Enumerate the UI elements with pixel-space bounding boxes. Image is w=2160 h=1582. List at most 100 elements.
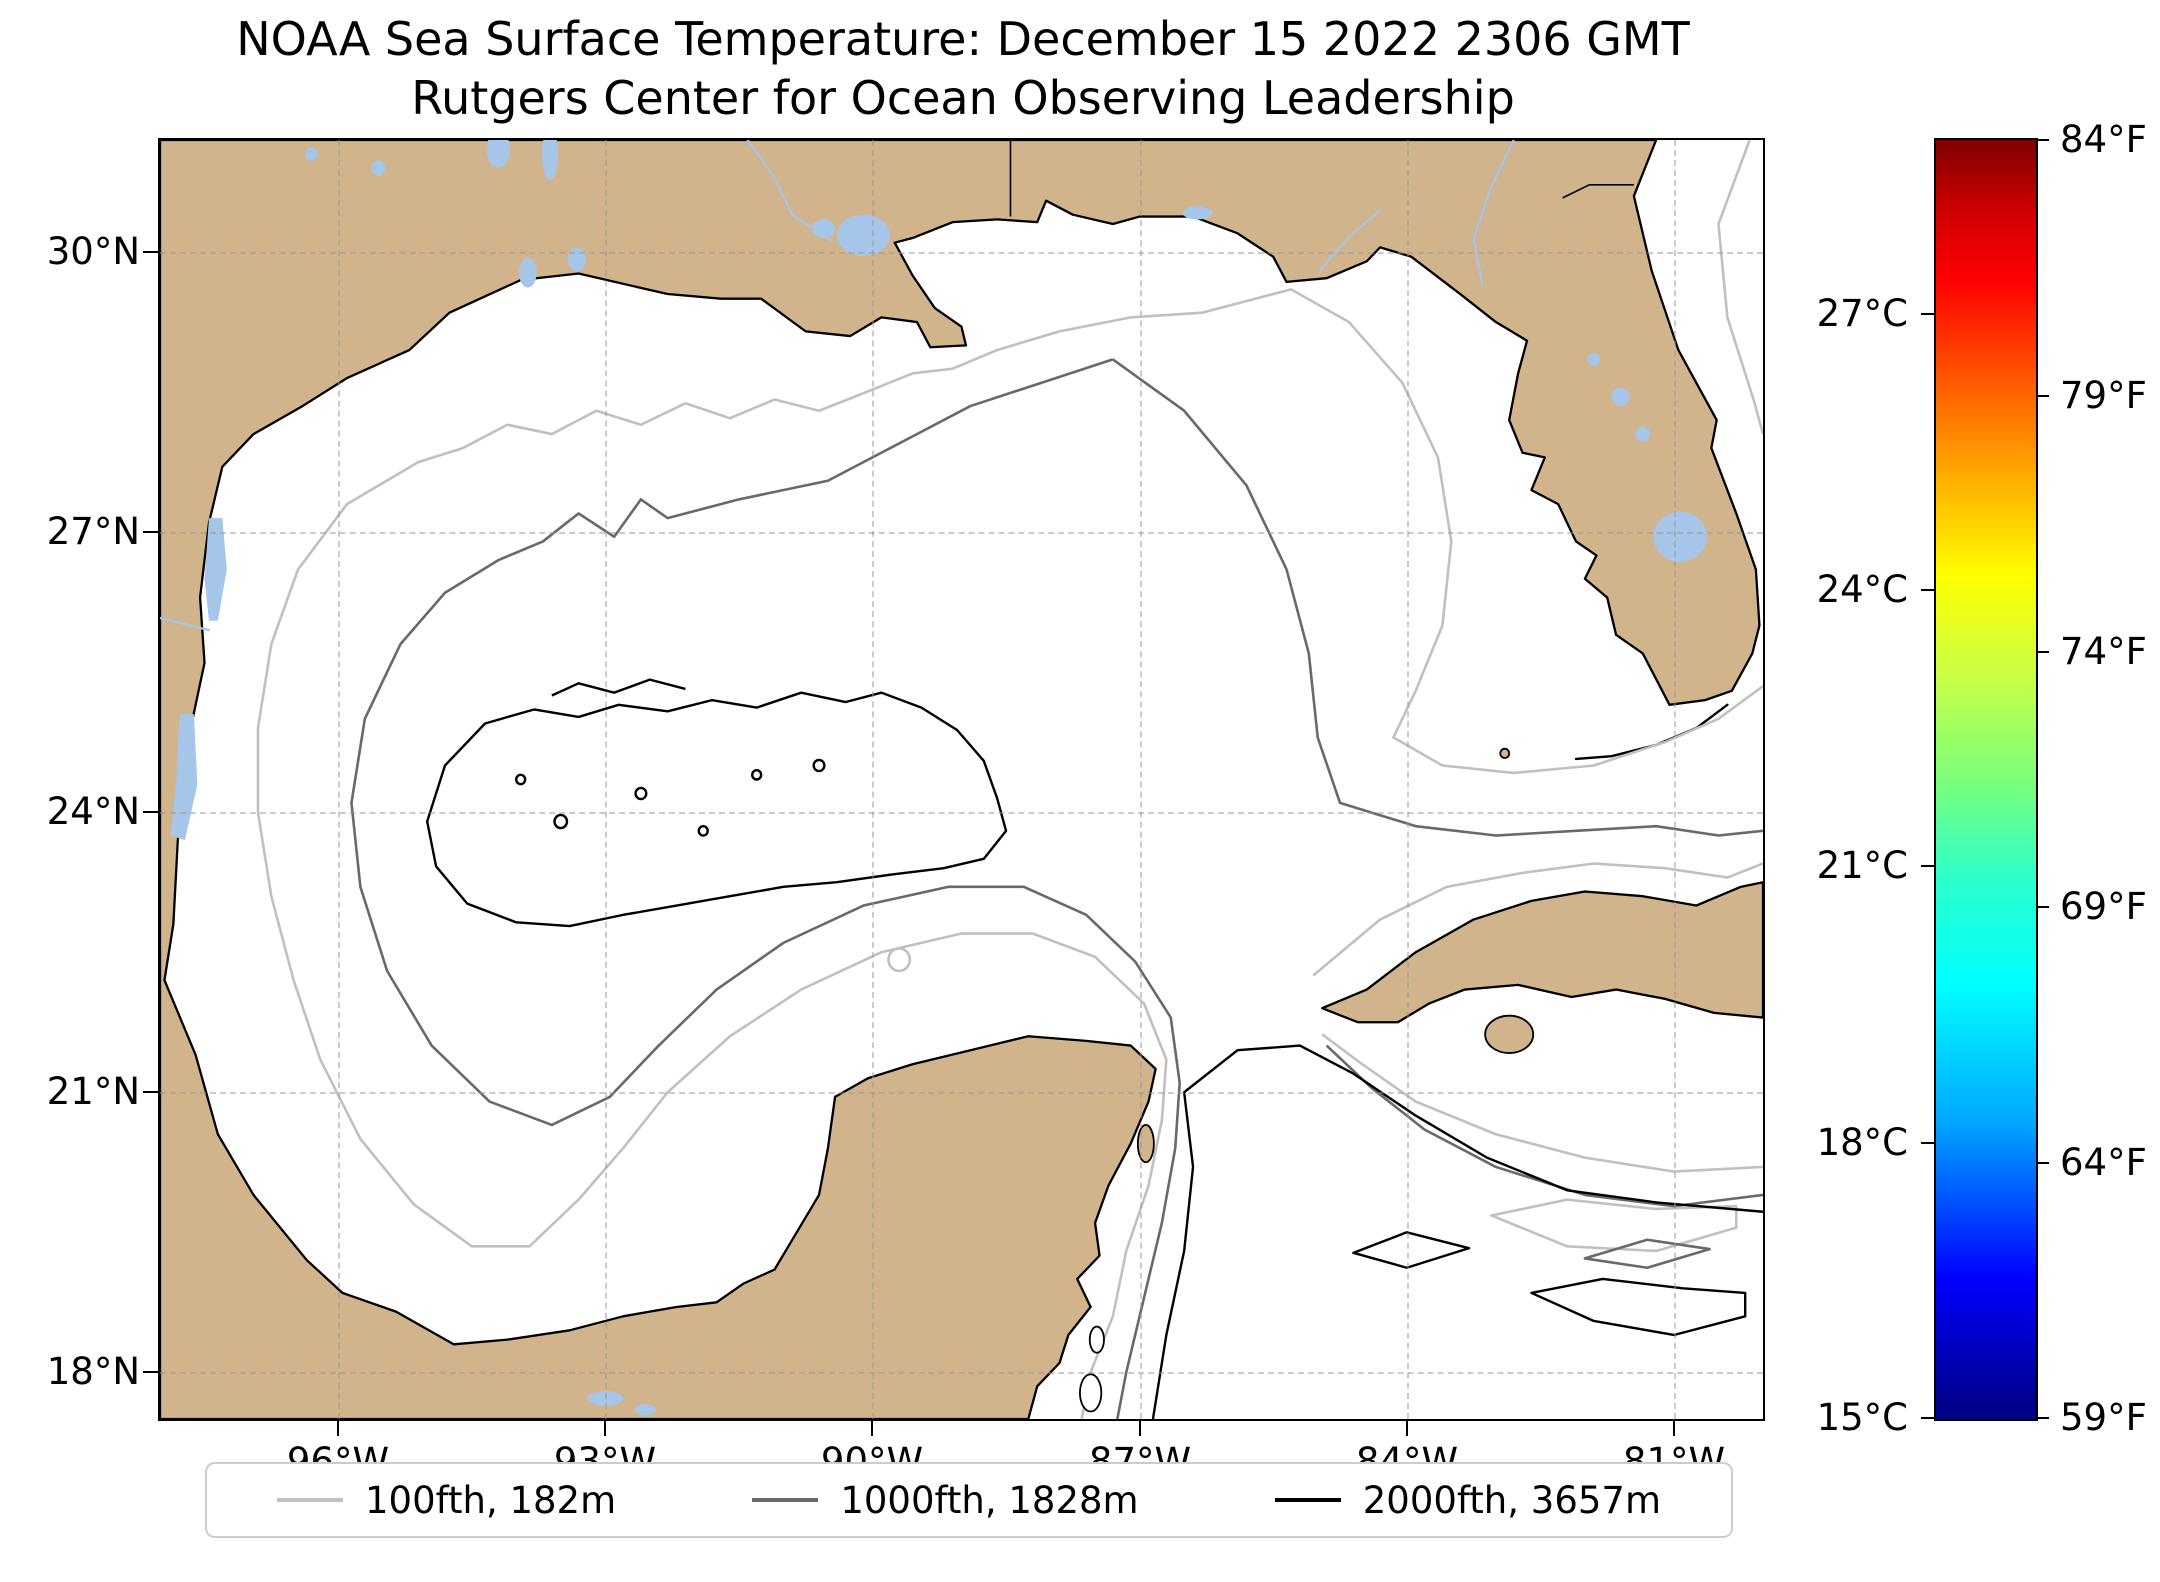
lake-okeechobee [1653, 511, 1707, 562]
contour-100fth-alacranes-reef [888, 948, 909, 970]
colorbar-celsius-tick [1921, 313, 1934, 315]
mexico-reservoir-2 [634, 1404, 657, 1416]
mississippi-river [748, 140, 833, 241]
legend-label-100fth: 100fth, 182m [365, 1478, 617, 1522]
cuba-coastline [1322, 882, 1763, 1022]
texas-lake-2 [305, 147, 318, 161]
lat-tick-18n [143, 1371, 158, 1373]
legend-line-sample-100fth [277, 1498, 343, 1502]
florida-lake-1 [1611, 387, 1630, 407]
lon-tick-96w [337, 1421, 339, 1436]
colorbar-fahrenheit-label: 79°F [2060, 374, 2147, 417]
contour-2000fth-layer [427, 680, 1763, 1419]
lat-tick-30n [143, 251, 158, 253]
gulf-of-mexico-map [160, 140, 1763, 1419]
lakes-layer [160, 140, 1707, 1416]
colorbar-celsius-label: 15°C [1816, 1396, 1908, 1439]
seafloor-knoll-4 [814, 760, 825, 771]
contour-100fth-cayman-ridge [1491, 1200, 1736, 1251]
colorbar-celsius-tick [1921, 589, 1934, 591]
florida-keys [1576, 705, 1727, 759]
suwannee-river [1474, 140, 1514, 285]
fl-ga-border [1563, 185, 1634, 198]
seafloor-knoll-1 [555, 815, 567, 828]
colorbar-fahrenheit-label: 64°F [2060, 1141, 2147, 1184]
lon-tick-87w [1139, 1421, 1141, 1436]
contour-2000fth-squiggle [552, 680, 686, 696]
contour-2000fth-sigsbee-loop [427, 693, 1006, 926]
mexico-reservoir-1 [587, 1390, 624, 1406]
sam-rayburn-reservoir [486, 140, 510, 169]
title-line-1: NOAA Sea Surface Temperature: December 1… [236, 12, 1690, 66]
choctawhatchee-lake [1182, 206, 1213, 220]
legend-label-1000fth: 1000fth, 1828m [840, 1478, 1139, 1522]
legend-label-2000fth: 2000fth, 3657m [1362, 1478, 1661, 1522]
colorbar-celsius-tick [1921, 1142, 1934, 1144]
contour-1000fth-east-gulf [1113, 359, 1763, 835]
apalachicola-river [1320, 210, 1381, 273]
colorbar-celsius-label: 21°C [1816, 844, 1908, 887]
title-line-2: Rutgers Center for Ocean Observing Leade… [411, 70, 1515, 125]
seafloor-knoll-3 [699, 826, 708, 835]
colorbar-fahrenheit-tick [2036, 395, 2049, 397]
seafloor-knoll-2 [636, 788, 647, 799]
colorbar-fahrenheit-tick [2036, 906, 2049, 908]
contour-100fth-atlantic [1718, 140, 1763, 434]
florida-lake-2 [1635, 426, 1650, 442]
contour-1000fth-layer [351, 359, 1763, 1419]
lat-label-21n: 21°N [46, 1070, 140, 1113]
legend-item-100fth: 100fth, 182m [277, 1479, 616, 1522]
colorbar-fahrenheit-label: 84°F [2060, 118, 2147, 161]
lat-label-24n: 24°N [46, 790, 140, 833]
lat-label-27n: 27°N [46, 510, 140, 553]
colorbar-fahrenheit-tick [2036, 1162, 2049, 1164]
isla-juventud [1485, 1016, 1533, 1053]
colorbar-celsius-tick [1921, 865, 1934, 867]
contour-100fth-gulf-loop [258, 289, 1763, 1419]
belize-atoll [1090, 1327, 1104, 1353]
colorbar-fahrenheit-label: 74°F [2060, 630, 2147, 673]
contour-1000fth-cayman [1327, 1046, 1763, 1207]
colorbar-celsius-label: 24°C [1816, 568, 1908, 611]
lake-maurepas [811, 219, 836, 239]
sabine-lake [518, 257, 537, 288]
laguna-madre-tamaulipas [170, 714, 198, 841]
colorbar-fahrenheit-tick [2036, 1417, 2049, 1419]
lon-tick-93w [604, 1421, 606, 1436]
lake-pontchartrain [836, 214, 891, 256]
contour-1000fth-cayman-loop [1585, 1240, 1710, 1268]
contour-2000fth-misteriosa-loop [1353, 1232, 1469, 1267]
cozumel-island [1138, 1125, 1154, 1162]
lon-tick-84w [1406, 1421, 1408, 1436]
florida-lake-3 [1587, 352, 1601, 366]
texas-lake-1 [371, 160, 386, 176]
lon-tick-90w [871, 1421, 873, 1436]
dry-tortugas [1500, 749, 1509, 758]
state-borders-layer [1010, 140, 1633, 217]
contour-100fth-north-cuba [1313, 864, 1763, 976]
contour-1000fth-west-gulf [351, 359, 1179, 1419]
figure-title: NOAA Sea Surface Temperature: December 1… [160, 10, 1766, 128]
colorbar-fahrenheit-label: 59°F [2060, 1396, 2147, 1439]
contour-100fth-south-cuba [1322, 1034, 1763, 1171]
colorbar-celsius-label: 27°C [1816, 292, 1908, 335]
rio-grande [160, 618, 209, 630]
colorbar-fahrenheit-tick [2036, 651, 2049, 653]
contour-2000fth-caribbean [1153, 1046, 1763, 1419]
lat-label-18n: 18°N [46, 1350, 140, 1393]
lon-tick-81w [1673, 1421, 1675, 1436]
seafloor-knoll-6 [752, 770, 761, 779]
legend-line-sample-2000fth [1274, 1498, 1341, 1502]
lat-label-30n: 30°N [46, 230, 140, 273]
toledo-bend-reservoir [542, 140, 559, 181]
legend-item-2000fth: 2000fth, 3657m [1274, 1478, 1661, 1522]
colorbar-celsius-label: 18°C [1816, 1121, 1908, 1164]
colorbar-fahrenheit-label: 69°F [2060, 885, 2147, 928]
contour-100fth-layer [258, 140, 1763, 1419]
calcasieu-lake [567, 247, 586, 272]
lat-tick-21n [143, 1091, 158, 1093]
legend-line-sample-1000fth [752, 1498, 819, 1502]
mainland-coastline [160, 140, 1759, 1419]
map-panel [158, 138, 1765, 1421]
lat-tick-24n [143, 811, 158, 813]
